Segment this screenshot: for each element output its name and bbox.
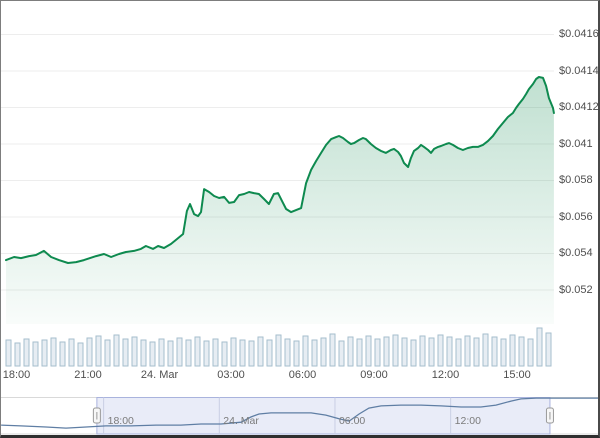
navigator-axis-label: 24. Mar [223,415,259,427]
volume-bar [320,337,327,367]
navigator-axis-label: 12:00 [454,415,481,427]
volume-bar [527,338,534,367]
volume-bar [284,338,291,367]
volume-bar [86,337,93,367]
volume-bar [437,334,444,367]
volume-bar [311,339,318,367]
x-axis-label: 06:00 [288,369,317,381]
volume-bar [518,336,525,367]
navigator-axis-label: 18:00 [107,415,134,427]
volume-bar [23,338,30,367]
volume-bar [392,334,399,367]
volume-bar [383,336,390,367]
volume-bar [293,340,300,367]
x-axis-label: 15:00 [503,369,531,381]
y-axis-label: $0.052 [559,283,593,296]
volume-bar [455,338,462,367]
volume-bar [158,338,165,367]
volume-bar [149,341,156,367]
volume-bar [482,333,489,367]
volume-bar [68,338,75,367]
volume-bar [50,337,57,367]
volume-bar [356,338,363,367]
volume-bar [419,335,426,367]
volume-bar [509,334,516,367]
x-axis-label: 18:00 [2,369,31,381]
volume-bar [131,336,138,367]
volume-bar [194,336,201,367]
volume-bar [5,339,12,367]
y-axis-label: $0.0414 [559,64,599,77]
volume-bar [212,338,219,367]
volume-bar [473,337,480,367]
volume-bar [239,339,246,367]
volume-bar [374,338,381,367]
price-line [5,76,555,264]
x-axis-label: 12:00 [431,369,460,381]
volume-bar [167,340,174,367]
volume-bar [275,334,282,367]
volume-bar [536,327,543,367]
volume-bar [113,334,120,367]
volume-bar [248,340,255,367]
volume-bar [140,339,147,367]
navigator-window[interactable] [96,397,551,435]
volume-bar [464,335,471,367]
volume-bar [185,339,192,367]
volume-bar [401,337,408,367]
volume-bar [338,340,345,367]
volume-bar [176,337,183,367]
volume-bar [257,336,264,367]
volume-bar [14,342,21,367]
volume-bars [5,327,552,367]
y-axis-label: $0.054 [559,247,593,259]
volume-bar [221,341,228,367]
volume-bar [500,338,507,367]
volume-bar [365,335,372,367]
volume-bar [545,332,552,367]
x-axis-label: 24. Mar [140,369,179,381]
navigator[interactable] [1,397,599,435]
x-axis-label: 09:00 [360,369,388,381]
volume-bar [122,338,129,367]
navigator-series-line [1,397,598,429]
volume-bar [302,335,309,367]
volume-bar [446,336,453,367]
y-axis-label: $0.0412 [559,101,599,113]
volume-bar [329,333,336,367]
volume-bar [428,337,435,367]
volume-bar [491,336,498,367]
volume-bar [410,339,417,367]
x-axis-label: 21:00 [74,369,102,381]
volume-bar [104,339,111,367]
volume-bar [32,341,39,367]
volume-bar [95,335,102,367]
volume-bar [347,336,354,367]
volume-bar [230,337,237,367]
y-axis-label: $0.058 [559,174,593,186]
y-axis-label: $0.0416 [559,28,599,40]
volume-bar [41,339,48,367]
volume-bar [203,340,210,367]
volume-bar [266,339,273,367]
y-axis-label: $0.041 [559,137,593,150]
y-axis-label: $0.056 [559,210,593,223]
volume-bar [77,342,84,367]
x-axis-label: 03:00 [217,369,245,381]
volume-bar [59,341,66,367]
navigator-axis-label: 06:00 [338,415,366,427]
price-area [6,77,554,324]
